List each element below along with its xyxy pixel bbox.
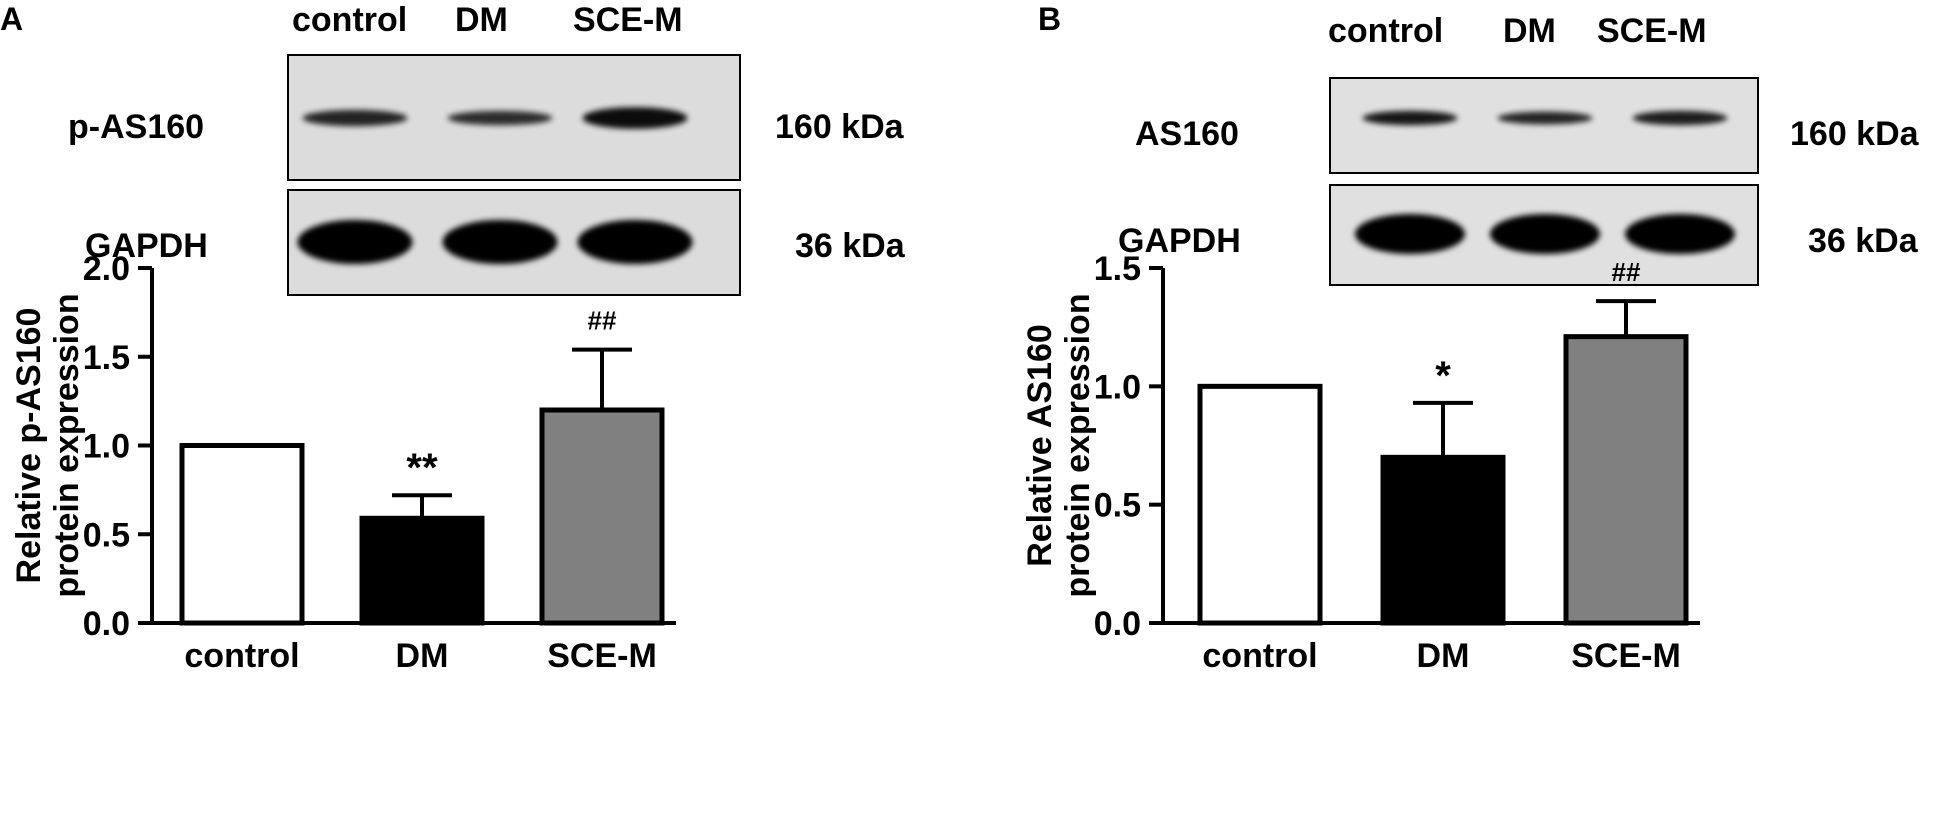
y-tick-label-a-4: 2.0	[83, 250, 130, 288]
y-axis-label-b: Relative AS160protein expression	[1021, 293, 1097, 597]
band-group-gapdh-a	[297, 220, 693, 264]
lane-label-scem-a: SCE-M	[573, 1, 683, 39]
blot-panel-b	[1329, 77, 1759, 286]
panel-b: B control DM SCE-M AS160 GAPDH 160 kDa 3…	[1021, 1, 1920, 675]
significance-mark-a-2: **	[406, 446, 438, 490]
blot-band-pas160-3	[582, 107, 688, 129]
blot-label-gapdh-b: GAPDH	[1118, 222, 1241, 260]
y-axis-label-line-b-2: protein expression	[1059, 293, 1097, 597]
y-tick-label-a-2: 1.0	[83, 428, 130, 466]
y-tick-label-a-1: 0.5	[83, 516, 130, 554]
bar-chart-a: 0.0 0.5 1.0 1.5 2.0 Relative p-AS160protein e…	[10, 250, 676, 675]
panel-letter-b: B	[1038, 1, 1061, 37]
band-group-pas160	[302, 107, 688, 129]
y-tick-label-a-3: 1.5	[83, 339, 130, 377]
bar-b-3	[1563, 334, 1689, 626]
panel-a: A control DM SCE-M p-AS160 GAPDH 160 kDa…	[0, 1, 906, 675]
blot-band-gapdh-b-3	[1625, 214, 1735, 254]
bar-b-1	[1197, 383, 1323, 626]
lane-label-control-b: control	[1328, 12, 1443, 50]
blot-label-gapdh-a: GAPDH	[85, 227, 208, 265]
lane-label-scem-b: SCE-M	[1597, 12, 1707, 50]
y-tick-label-b-1: 0.5	[1094, 487, 1141, 525]
y-tick-label-b-0: 0.0	[1094, 605, 1141, 643]
lane-label-control-a: control	[292, 1, 407, 39]
x-tick-label-a-1: control	[184, 637, 299, 675]
blot-band-gapdh-b-2	[1490, 214, 1600, 254]
panel-letter-a: A	[0, 1, 23, 37]
blot-band-pas160-2	[447, 110, 553, 126]
blot-label-pas160: p-AS160	[68, 108, 204, 146]
significance-mark-a-3: ##	[588, 306, 617, 336]
y-axis-label-a: Relative p-AS160protein expression	[10, 293, 86, 597]
x-tick-label-b-1: control	[1202, 637, 1317, 675]
blot-box-as160	[1329, 77, 1759, 174]
bar-a-3	[539, 407, 665, 626]
y-axis-label-line-b-1: Relative AS160	[1021, 324, 1059, 567]
blot-panel-a	[287, 54, 741, 296]
kda-label-gapdh-b: 36 kDa	[1808, 222, 1919, 260]
blot-band-gapdh-a-3	[577, 220, 693, 264]
bar-chart-b: 0.0 0.5 1.0 1.5 Relative AS160protein expres…	[1021, 250, 1700, 675]
x-tick-label-a-2: DM	[396, 637, 449, 675]
blot-band-gapdh-a-2	[442, 220, 558, 264]
blot-band-gapdh-a-1	[297, 220, 413, 264]
y-tick-label-b-3: 1.5	[1094, 250, 1141, 288]
bar-b-2	[1380, 454, 1506, 626]
band-group-gapdh-b	[1355, 214, 1735, 254]
lane-label-dm-b: DM	[1503, 12, 1556, 50]
band-group-as160	[1362, 110, 1728, 126]
y-axis-label-line-a-2: protein expression	[48, 293, 86, 597]
blot-band-as160-3	[1632, 110, 1728, 126]
lane-label-dm-a: DM	[455, 1, 508, 39]
y-tick-label-a-0: 0.0	[83, 605, 130, 643]
significance-mark-b-3: ##	[1612, 257, 1641, 287]
bar-a-1	[179, 443, 305, 626]
y-axis-label-line-a-1: Relative p-AS160	[10, 308, 48, 584]
blot-band-as160-1	[1362, 110, 1458, 126]
y-tick-label-b-2: 1.0	[1094, 368, 1141, 406]
blot-band-gapdh-b-1	[1355, 214, 1465, 254]
bar-a-2	[359, 515, 485, 626]
blot-band-pas160-1	[302, 109, 408, 127]
x-tick-label-a-3: SCE-M	[547, 637, 657, 675]
kda-label-gapdh-a: 36 kDa	[795, 227, 906, 265]
kda-label-pas160: 160 kDa	[775, 108, 905, 146]
blot-label-as160: AS160	[1135, 115, 1239, 153]
kda-label-as160: 160 kDa	[1790, 115, 1920, 153]
significance-mark-b-2: *	[1435, 354, 1451, 398]
blot-band-as160-2	[1497, 111, 1593, 125]
x-tick-label-b-3: SCE-M	[1571, 637, 1681, 675]
x-tick-label-b-2: DM	[1417, 637, 1470, 675]
